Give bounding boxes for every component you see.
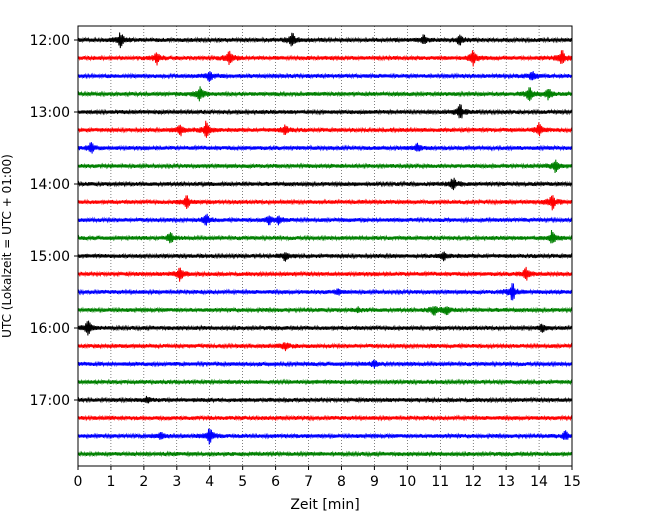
traces [77, 32, 573, 458]
x-tick-label: 13 [497, 474, 515, 490]
y-axis-label: UTC (Lokalzeit = UTC + 01:00) [0, 154, 14, 338]
trace-1245 [77, 86, 573, 102]
grid-lines [110, 26, 540, 466]
trace-1445 [77, 230, 573, 244]
trace-1615 [77, 342, 573, 352]
trace-1700 [77, 395, 573, 404]
trace-1330 [77, 142, 573, 154]
x-tick-label: 9 [370, 474, 379, 490]
x-tick-label: 4 [205, 474, 214, 490]
x-tick-label: 8 [337, 474, 346, 490]
trace-1515 [77, 266, 573, 282]
x-tick-label: 0 [74, 474, 83, 490]
x-tick-label: 15 [563, 474, 581, 490]
y-tick-label: 17:00 [30, 393, 70, 409]
x-tick-label: 3 [172, 474, 181, 490]
x-tick-label: 7 [304, 474, 313, 490]
trace-1645 [77, 378, 573, 386]
y-tick-label: 14:00 [30, 177, 70, 193]
trace-1545 [77, 305, 573, 316]
x-tick-label: 5 [238, 474, 247, 490]
y-tick-label: 12:00 [30, 33, 70, 49]
y-tick-label: 13:00 [30, 105, 70, 121]
trace-1715 [77, 414, 573, 422]
x-tick-label: 11 [431, 474, 449, 490]
trace-1400 [77, 177, 573, 191]
trace-1200 [77, 32, 573, 49]
trace-1430 [77, 213, 573, 226]
y-axis-ticks: 12:00 13:00 14:00 15:00 16:00 17:00 [30, 33, 78, 409]
trace-1745 [77, 450, 573, 458]
trace-1730 [77, 428, 573, 445]
trace-1630 [77, 359, 573, 369]
trace-1415 [77, 195, 573, 211]
trace-1315 [77, 120, 573, 138]
trace-1345 [77, 159, 573, 173]
x-tick-label: 1 [106, 474, 115, 490]
x-tick-label: 2 [139, 474, 148, 490]
trace-1300 [77, 103, 573, 119]
trace-1215 [77, 50, 573, 67]
x-tick-label: 6 [271, 474, 280, 490]
plot-frame [77, 25, 573, 467]
x-tick-label: 12 [464, 474, 482, 490]
y-tick-label: 16:00 [30, 321, 70, 337]
x-axis-ticks: 0 1 2 3 4 5 6 7 8 9 10 11 12 13 14 15 [74, 466, 581, 490]
y-tick-label: 15:00 [30, 249, 70, 265]
x-tick-label: 14 [530, 474, 548, 490]
trace-1230 [77, 71, 573, 83]
trace-1530 [77, 283, 573, 301]
trace-1500 [77, 251, 573, 262]
x-axis-label: Zeit [min] [290, 497, 359, 513]
x-tick-label: 10 [398, 474, 416, 490]
trace-1600 [77, 320, 573, 336]
